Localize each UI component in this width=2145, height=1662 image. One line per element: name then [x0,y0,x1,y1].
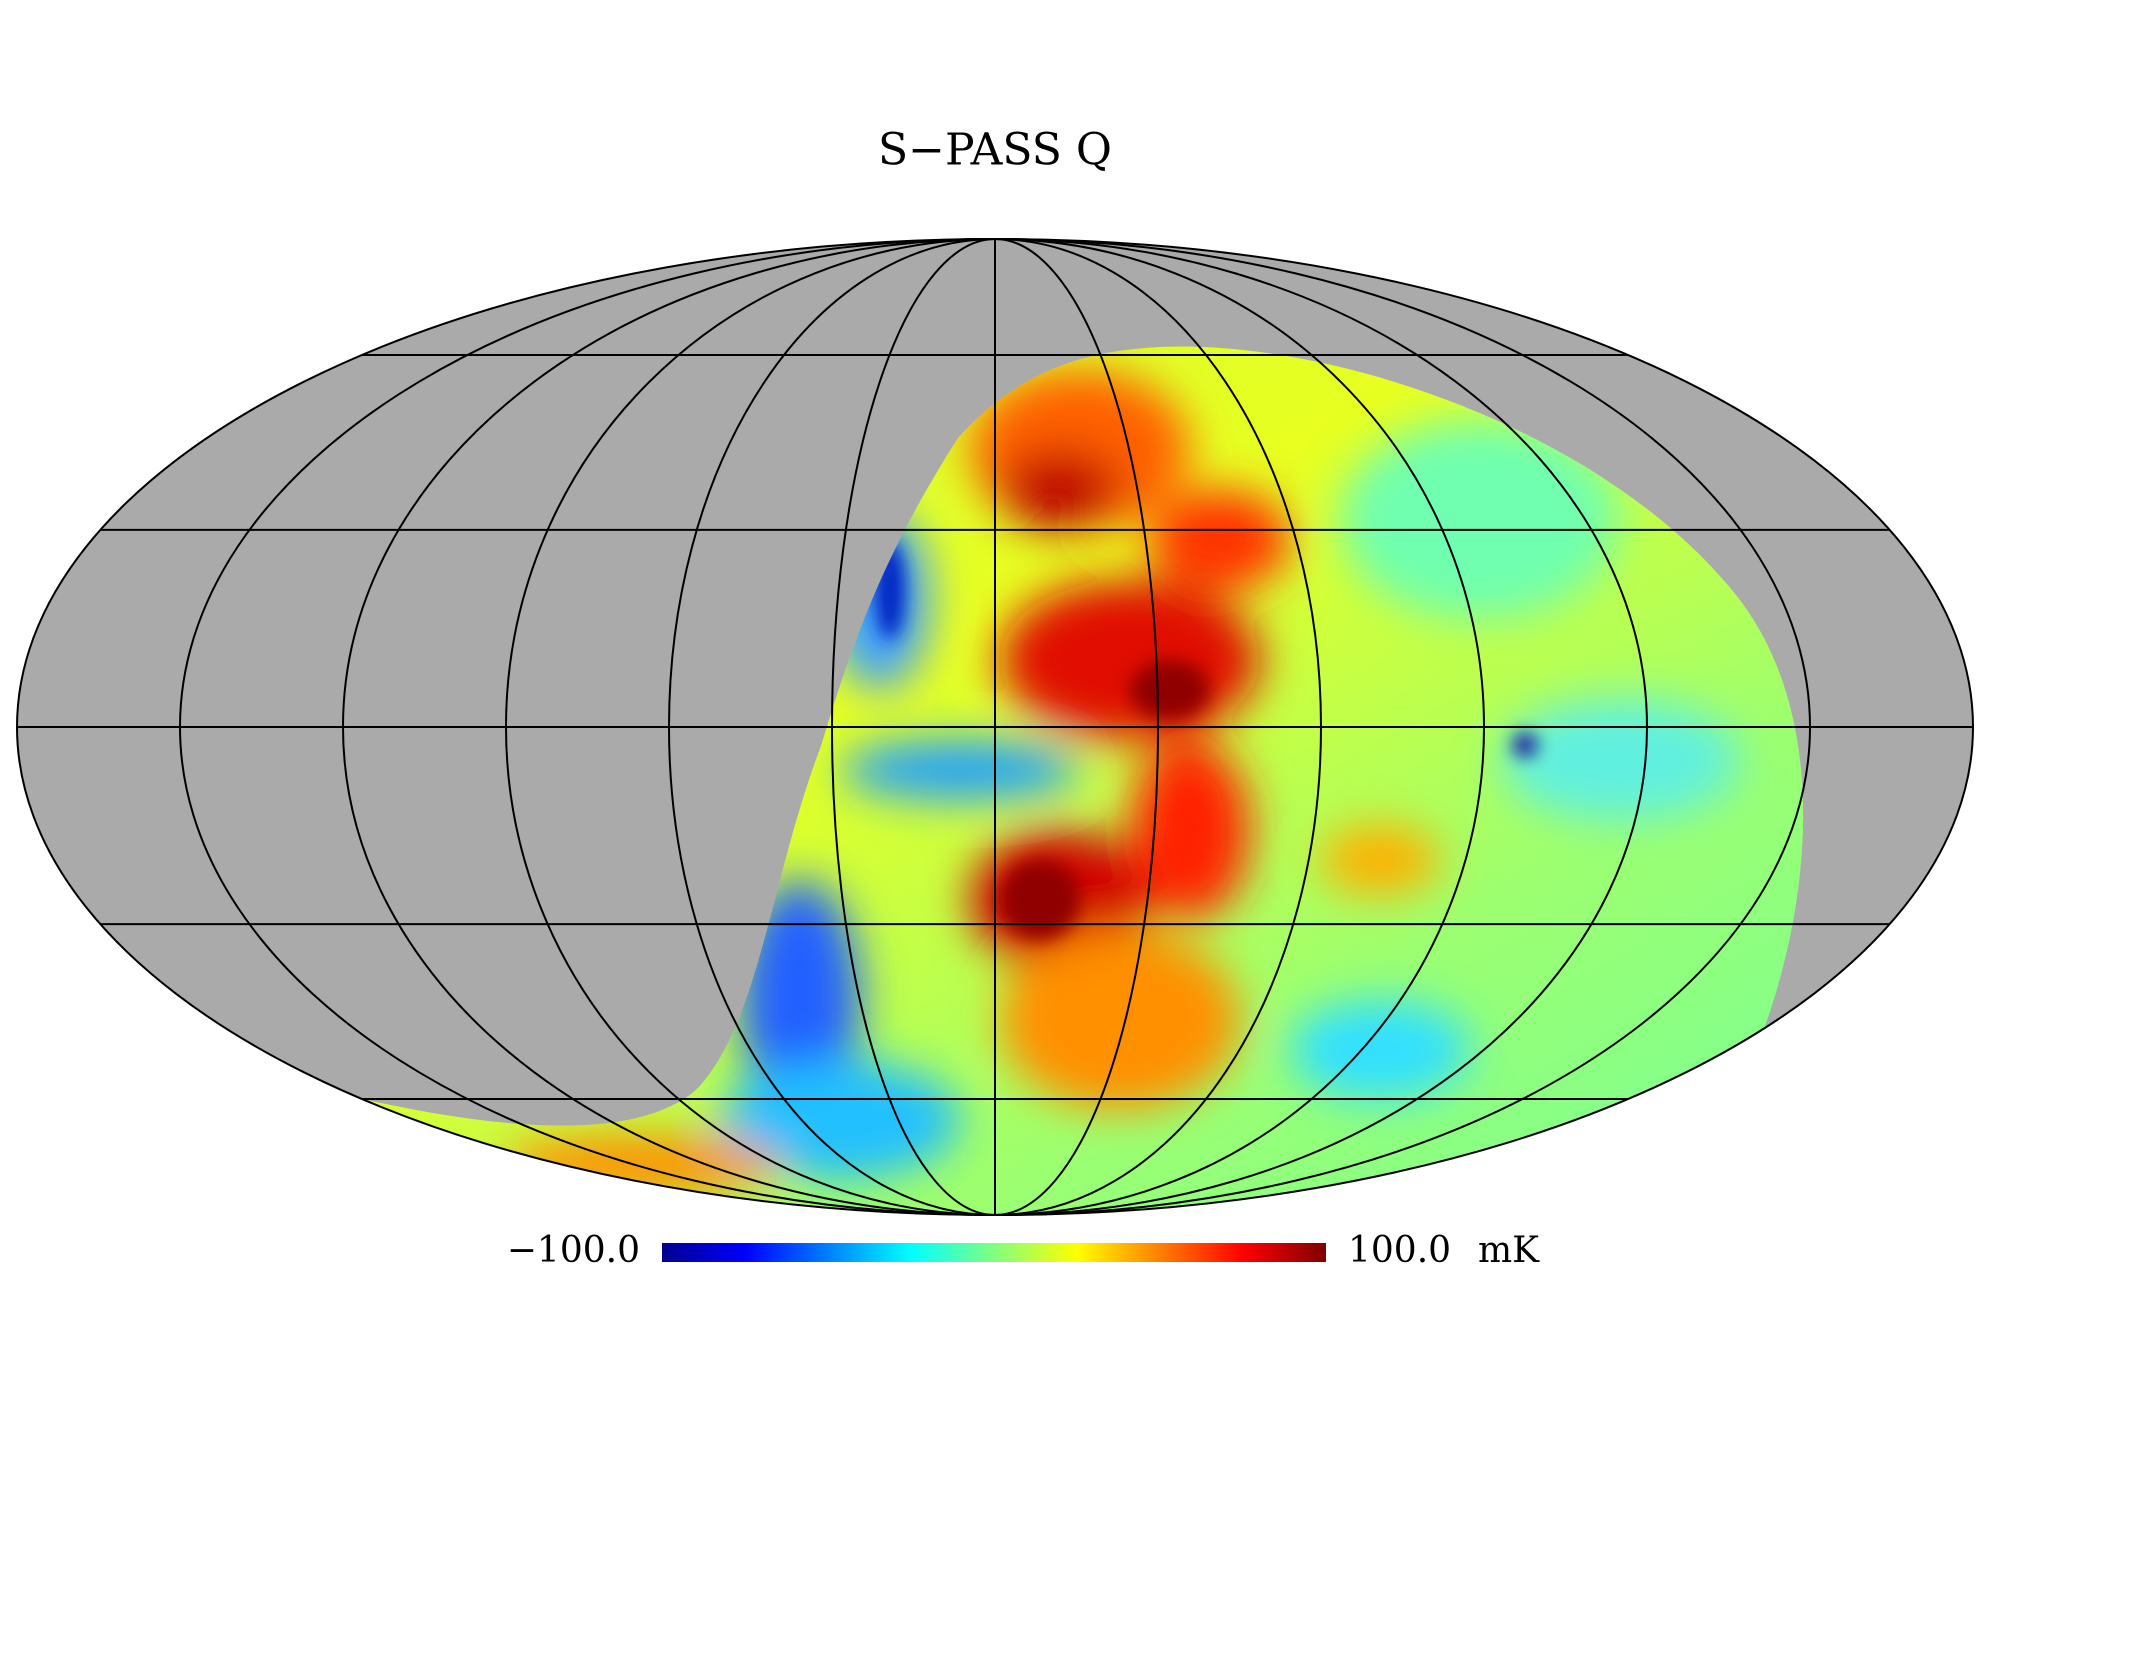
colorbar [662,1243,1326,1262]
sky-data [17,239,1973,1215]
map-title: S−PASS Q [878,125,1112,176]
graticule [16,238,1974,1216]
colorbar-min-label: −100.0 [507,1230,640,1271]
observed-region [150,346,1804,1215]
colorbar-max-label: 100.0 [1348,1230,1451,1271]
colorbar-unit: mK [1478,1230,1540,1271]
